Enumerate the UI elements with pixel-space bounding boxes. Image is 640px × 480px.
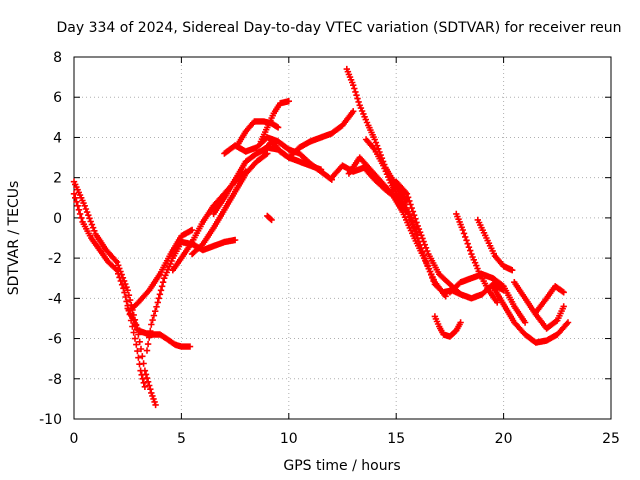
series-track-13 (264, 212, 275, 224)
y-tick-label: -8 (48, 372, 62, 388)
data-points (188, 150, 271, 258)
plot-frame (73, 56, 612, 420)
data-points (70, 178, 159, 409)
y-tick-label: -6 (48, 332, 62, 348)
y-tick-label: 6 (53, 90, 62, 106)
data-points (259, 108, 357, 161)
series-track-1 (70, 178, 159, 409)
x-axis: 0 5 10 15 20 25 (70, 57, 620, 447)
series-track-22 (474, 216, 516, 274)
series-track-3 (124, 305, 194, 350)
data-points (453, 210, 501, 306)
y-tick-label: 4 (53, 130, 62, 146)
x-axis-label: GPS time / hours (283, 458, 400, 474)
x-tick-label: 5 (177, 431, 186, 447)
y-axis-label: SDTVAR / TECUs (6, 181, 22, 296)
series-track-4 (128, 226, 196, 312)
y-tick-label: 8 (53, 50, 62, 66)
series-track-23 (489, 283, 572, 346)
y-tick-label: -10 (39, 412, 62, 428)
series-track-5 (143, 236, 239, 354)
data-points (446, 271, 529, 326)
series-track-25 (532, 283, 567, 316)
grid (74, 57, 611, 419)
data-points (264, 212, 275, 224)
series-track-21 (453, 210, 501, 306)
data-points (124, 305, 194, 350)
x-tick-label: 0 (70, 431, 79, 447)
series-track-7 (188, 150, 271, 258)
data-points (431, 313, 464, 340)
y-axis: -10 -8 -6 -4 -2 0 2 4 6 8 (39, 50, 611, 428)
y-tick-label: 0 (53, 211, 62, 227)
data-points (474, 216, 516, 274)
chart-title: Day 334 of 2024, Sidereal Day-to-day VTE… (56, 20, 621, 36)
series-track-19 (431, 313, 464, 340)
series-track-11 (259, 108, 357, 161)
data-points (489, 283, 572, 346)
data-points (257, 98, 292, 145)
data-points (532, 283, 567, 316)
x-tick-label: 10 (280, 431, 298, 447)
data-points (70, 190, 149, 390)
y-tick-label: 2 (53, 171, 62, 187)
x-tick-label: 15 (387, 431, 405, 447)
x-tick-label: 25 (602, 431, 620, 447)
x-tick-label: 20 (495, 431, 513, 447)
series-track-2 (70, 190, 149, 390)
series-track-20 (446, 271, 529, 326)
data-points (128, 226, 196, 312)
data-marks (70, 65, 572, 409)
y-tick-label: -2 (48, 251, 62, 267)
y-tick-label: -4 (48, 291, 62, 307)
series-track-12 (257, 98, 292, 145)
data-points (143, 236, 239, 354)
